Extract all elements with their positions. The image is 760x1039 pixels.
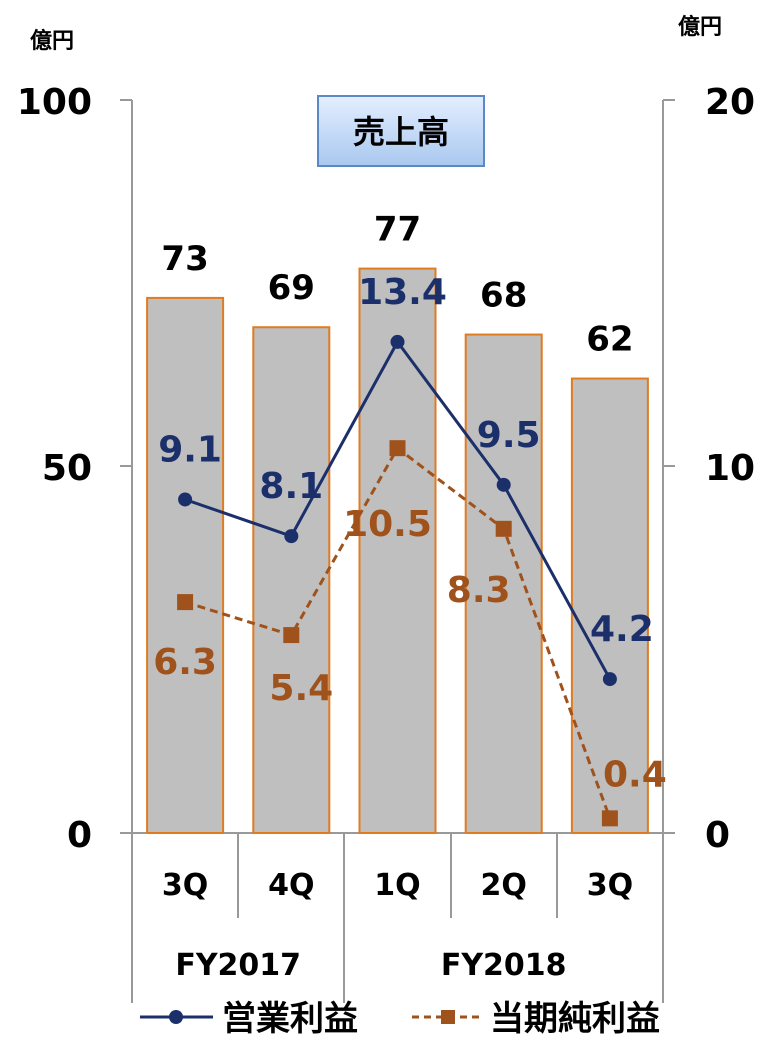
category-label: 4Q xyxy=(268,868,314,903)
legend-operating-label: 営業利益 xyxy=(222,999,358,1039)
net-profit-label: 10.5 xyxy=(343,504,432,545)
category-label: 1Q xyxy=(374,868,420,903)
left-tick-label: 50 xyxy=(42,448,92,489)
left-unit-label: 億円 xyxy=(30,28,74,54)
right-ticks xyxy=(663,99,675,834)
operating-profit-label: 9.5 xyxy=(477,415,541,456)
right-tick-label: 0 xyxy=(705,815,730,856)
revenue-bar-label: 69 xyxy=(268,268,315,308)
right-tick-label: 10 xyxy=(705,448,755,489)
revenue-bar xyxy=(570,377,649,834)
revenue-bar-label: 73 xyxy=(161,239,208,279)
operating-profit-point xyxy=(284,529,299,544)
operating-profit-label: 9.1 xyxy=(158,429,222,470)
revenue-bar xyxy=(358,267,437,834)
net-profit-point xyxy=(283,627,300,644)
revenue-bar xyxy=(252,326,331,834)
net-profit-point xyxy=(601,810,618,827)
bars-layer xyxy=(146,267,649,835)
category-table: 3Q 4Q 1Q 2Q 3Q FY2017 FY2018 xyxy=(131,833,664,1003)
title-box: 売上高 xyxy=(317,95,485,167)
right-tick-label: 20 xyxy=(705,82,755,123)
revenue-bar-label: 68 xyxy=(480,276,527,316)
net-profit-point xyxy=(177,594,194,611)
net-profit-label: 8.3 xyxy=(447,570,511,611)
category-label: 3Q xyxy=(162,868,208,903)
revenue-bar-label: 62 xyxy=(586,320,633,360)
net-profit-point xyxy=(389,440,406,457)
net-profit-point xyxy=(495,520,512,537)
operating-profit-label: 13.4 xyxy=(358,272,447,313)
fiscal-year-label: FY2017 xyxy=(175,948,301,983)
operating-profit-point xyxy=(178,492,193,507)
category-label: 2Q xyxy=(481,868,527,903)
revenue-bar xyxy=(464,333,543,834)
revenue-bar-label: 77 xyxy=(374,210,421,250)
right-unit-label: 億円 xyxy=(678,14,722,40)
left-tick-label: 0 xyxy=(67,815,92,856)
chart-title: 売上高 xyxy=(353,113,449,151)
legend-operating-marker xyxy=(169,1010,183,1024)
operating-profit-point xyxy=(390,334,405,349)
operating-profit-label: 4.2 xyxy=(590,609,654,650)
net-profit-label: 0.4 xyxy=(603,754,667,795)
bar-labels-layer: 73 69 77 68 62 xyxy=(161,210,633,360)
operating-profit-point xyxy=(602,672,617,687)
left-tick-label: 100 xyxy=(17,82,92,123)
legend: 営業利益 当期純利益 xyxy=(140,999,660,1039)
fiscal-year-label: FY2018 xyxy=(441,948,567,983)
point-labels-layer: 9.1 8.1 13.4 9.5 4.2 6.3 5.4 10.5 8.3 0.4 xyxy=(153,272,667,795)
operating-profit-point xyxy=(496,477,511,492)
operating-profit-label: 8.1 xyxy=(259,466,323,507)
net-profit-label: 6.3 xyxy=(153,642,217,683)
net-profit-label: 5.4 xyxy=(269,668,333,709)
legend-net-label: 当期純利益 xyxy=(490,999,660,1039)
revenue-bar xyxy=(146,296,225,835)
points-layer xyxy=(177,334,618,827)
left-ticks xyxy=(120,99,132,834)
category-label: 3Q xyxy=(587,868,633,903)
legend-net-marker xyxy=(441,1010,455,1024)
